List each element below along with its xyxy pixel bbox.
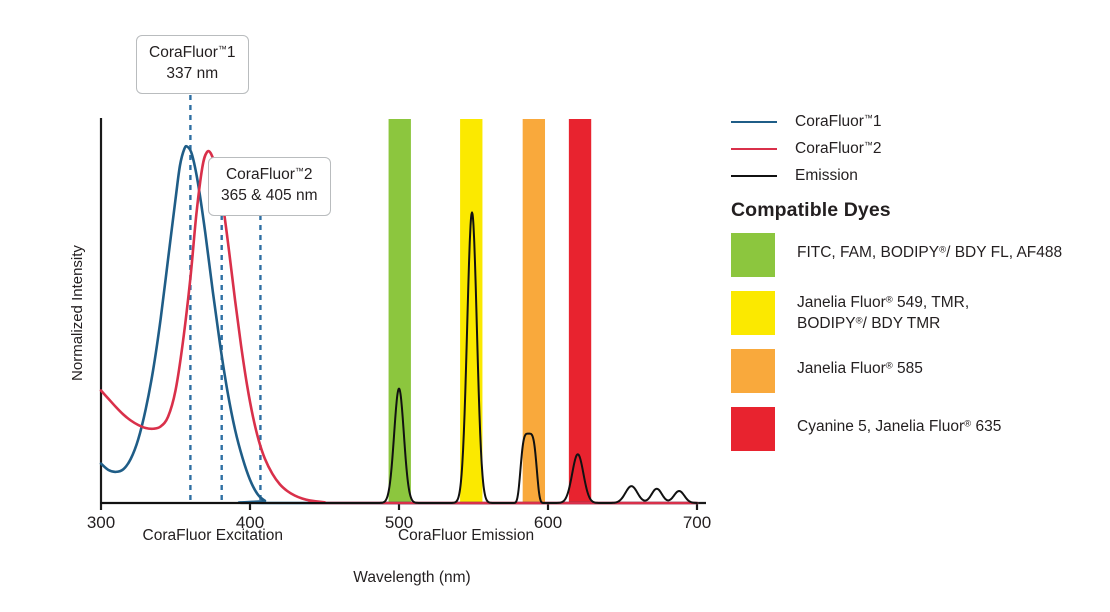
x-tick-label-500: 500 (385, 513, 413, 532)
dye-row-1[interactable]: Janelia Fluor® 549, TMR, BODIPY®/ BDY TMR (731, 291, 1091, 335)
dye-row-2[interactable]: Janelia Fluor® 585 (731, 349, 1091, 393)
dye-label-1: Janelia Fluor® 549, TMR, BODIPY®/ BDY TMR (797, 294, 970, 333)
legend-line-swatch-2 (731, 174, 777, 177)
legend-line-swatch-0 (731, 120, 777, 123)
registered-icon: ® (855, 315, 863, 327)
callout-2-index: 2 (303, 166, 313, 183)
dye-color-swatch-3 (731, 407, 775, 451)
curve-excitation-1 (99, 144, 699, 505)
series-legend: CoraFluor™1 CoraFluor™2 Emission (731, 108, 1091, 189)
callout-corafluor-1: CoraFluor™1 337 nm (136, 35, 249, 94)
dye-color-swatch-0 (731, 233, 775, 277)
trademark-icon: ™ (294, 166, 304, 177)
callout-corafluor-2: CoraFluor™2 365 & 405 nm (208, 157, 331, 216)
x-axis-ticks: 300 400 500 600 700 (87, 503, 711, 532)
excitation-region-caption: CoraFluor Excitation (143, 527, 283, 544)
compatible-dyes-list: FITC, FAM, BODIPY®/ BDY FL, AF488 Janelia… (731, 233, 1091, 465)
registered-icon: ® (885, 294, 893, 306)
callout-1-line1: CoraFluor™1 (149, 43, 236, 64)
y-axis-title: Normalized Intensity (69, 245, 86, 381)
emission-band-3 (568, 119, 592, 503)
callout-1-value: 337 nm (166, 64, 219, 82)
compatible-dyes-heading: Compatible Dyes (731, 199, 891, 221)
emission-band-0 (388, 119, 411, 503)
legend-series-row-0[interactable]: CoraFluor™1 (731, 108, 1091, 135)
registered-icon: ® (964, 418, 972, 430)
registered-icon: ® (939, 244, 947, 256)
dye-label-0: FITC, FAM, BODIPY®/ BDY FL, AF488 (797, 244, 1063, 261)
dye-color-swatch-2 (731, 349, 775, 393)
dye-row-0[interactable]: FITC, FAM, BODIPY®/ BDY FL, AF488 (731, 233, 1091, 277)
curve-emission (100, 211, 698, 504)
callout-2-title: CoraFluor (225, 166, 295, 183)
trademark-icon: ™ (863, 139, 873, 150)
legend-line-swatch-1 (731, 147, 777, 150)
x-tick-label-700: 700 (683, 513, 711, 532)
x-tick-label-400: 400 (236, 513, 264, 532)
callout-1-title: CoraFluor (149, 44, 218, 61)
x-axis-title: Wavelength (nm) (353, 569, 470, 586)
registered-icon: ® (885, 360, 893, 372)
legend-series-label-2: Emission (795, 166, 858, 184)
x-tick-label-600: 600 (534, 513, 562, 532)
legend-series-row-1[interactable]: CoraFluor™2 (731, 135, 1091, 162)
legend-series-label-1: CoraFluor™2 (795, 139, 882, 157)
trademark-icon: ™ (863, 112, 873, 123)
band-group (388, 119, 592, 503)
dye-color-swatch-1 (731, 291, 775, 335)
callout-2-value: 365 & 405 nm (221, 186, 318, 204)
callout-2-line1: CoraFluor™2 (221, 165, 318, 186)
legend-series-label-0: CoraFluor™1 (795, 112, 882, 130)
callout-1-index: 1 (226, 44, 236, 61)
trademark-icon: ™ (217, 44, 227, 55)
emission-band-2 (522, 119, 546, 503)
x-tick-label-300: 300 (87, 513, 115, 532)
emission-region-caption: CoraFluor Emission (398, 527, 534, 544)
dye-label-3: Cyanine 5, Janelia Fluor® 635 (797, 418, 1002, 435)
legend-series-row-2[interactable]: Emission (731, 162, 1091, 189)
dye-row-3[interactable]: Cyanine 5, Janelia Fluor® 635 (731, 407, 1091, 451)
dye-label-2: Janelia Fluor® 585 (797, 360, 923, 377)
